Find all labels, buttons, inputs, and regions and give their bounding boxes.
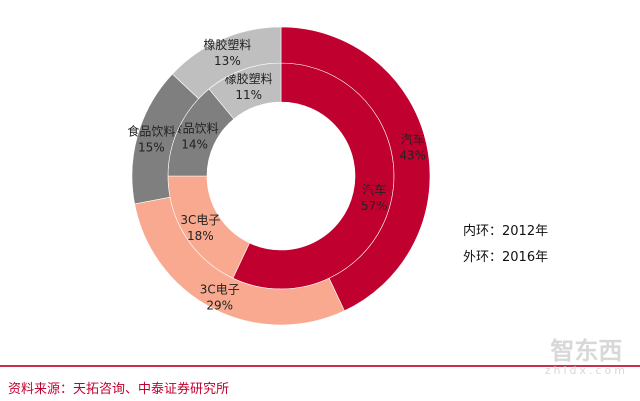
- outer-value-label: 29%: [206, 298, 233, 312]
- outer-value-label: 13%: [214, 54, 241, 68]
- source-note: 资料来源：天拓咨询、中泰证券研究所: [8, 382, 230, 397]
- inner-value-label: 11%: [235, 88, 262, 102]
- inner-category-label: 3C电子: [180, 213, 220, 227]
- divider: [0, 365, 640, 367]
- outer-slice-3: [171, 26, 282, 100]
- outer-category-label: 橡胶塑料: [203, 37, 251, 52]
- outer-value-label: 43%: [399, 149, 426, 163]
- outer-category-label: 汽车: [401, 132, 425, 147]
- outer-value-label: 15%: [138, 140, 165, 154]
- inner-value-label: 57%: [361, 199, 388, 213]
- outer-category-label: 3C电子: [200, 282, 240, 296]
- legend-inner: 内环：2012年: [463, 224, 549, 239]
- inner-category-label: 橡胶塑料: [225, 71, 273, 86]
- watermark-logo: 智东西 zhidx.com: [544, 337, 628, 377]
- inner-value-label: 14%: [181, 137, 208, 151]
- outer-category-label: 食品饮料: [127, 123, 175, 138]
- outer-slice-0: [280, 26, 431, 312]
- inner-value-label: 18%: [187, 229, 214, 243]
- inner-category-label: 汽车: [362, 182, 386, 197]
- legend-outer: 外环：2016年: [463, 250, 549, 265]
- inner-category-label: 食品饮料: [171, 120, 219, 135]
